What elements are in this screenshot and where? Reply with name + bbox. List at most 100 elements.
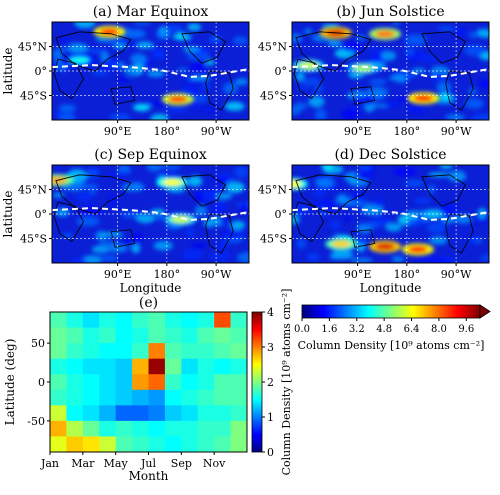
heatmap-cell [66, 436, 84, 453]
texture-blob [146, 70, 165, 78]
texture-blob [360, 222, 383, 228]
heatmap-cell [99, 327, 117, 344]
heatmap-cell [230, 420, 248, 437]
heatmap-cell [99, 374, 117, 391]
heatmap-cell [66, 343, 84, 360]
texture-blob [194, 205, 207, 217]
map-panel-c: (c) Sep Equinox 45°N 0° 45°S 90°E 180° 90°W lat… [1, 147, 250, 295]
texture-blob [91, 70, 109, 77]
heatmap-cell [132, 374, 149, 391]
heatmap-cell [148, 389, 166, 406]
heatmap-cell [164, 389, 182, 406]
heatmap-cell [181, 420, 199, 437]
heatmap-cell [164, 420, 182, 437]
y-axis-label: latitude [1, 48, 15, 95]
map-hotspots [292, 26, 440, 105]
texture-blob [407, 104, 426, 114]
heatmap-cell [82, 358, 100, 375]
x-tick-label: 90°W [201, 125, 232, 138]
texture-blob [352, 173, 377, 179]
texture-blob [438, 203, 459, 215]
heatmap-cell [99, 312, 117, 328]
heatmap-cell [214, 420, 231, 437]
texture-blob [391, 255, 405, 263]
heatmap-cell [82, 343, 100, 360]
texture-blob [177, 68, 187, 73]
heatmap-cell [99, 436, 117, 453]
colorbar-tick-label: 0 [267, 446, 274, 459]
coastline [181, 31, 226, 64]
panel-title: (b) Jun Solstice [336, 4, 444, 20]
heatmap-cell [181, 358, 199, 375]
x-tick-label: 90°W [441, 125, 472, 138]
heatmap-cell [115, 436, 133, 453]
texture-blob [391, 22, 401, 25]
y-tick-label: 45°N [258, 41, 287, 54]
heatmap-cell [132, 420, 149, 437]
texture-blob [429, 236, 448, 245]
texture-blob [348, 105, 362, 112]
x-tick-label: 180° [154, 125, 181, 138]
coastline [53, 201, 84, 242]
texture-blob [99, 241, 121, 246]
heatmap-cell [148, 343, 166, 360]
coastline [205, 70, 234, 111]
texture-blob [473, 217, 488, 223]
texture-blob [230, 220, 246, 230]
heatmap-cell [148, 436, 166, 453]
texture-blob [76, 216, 100, 227]
coastline [181, 174, 226, 207]
texture-blob [314, 109, 327, 120]
heatmap-cell [50, 374, 67, 391]
texture-blob [445, 113, 466, 120]
panel-title: (c) Sep Equinox [94, 147, 207, 163]
texture-blob [88, 188, 97, 195]
y-tick-label: 0 [38, 376, 45, 389]
heatmap-cells [50, 312, 248, 453]
texture-blob [413, 197, 432, 205]
colorbar-tick-label: 3 [267, 341, 274, 354]
x-tick-label: Nov [203, 457, 226, 470]
texture-blob [464, 44, 486, 57]
texture-blob [293, 102, 308, 110]
heatmap-cell [132, 343, 149, 360]
heatmap-cell [66, 327, 84, 344]
colorbar-tick-label: 0.0 [294, 324, 310, 335]
texture-blob [315, 177, 335, 188]
heatmap-cell [181, 405, 199, 422]
texture-blob [350, 190, 363, 203]
heatmap-cell [164, 312, 182, 328]
texture-blob [393, 167, 418, 177]
coastline [293, 201, 324, 242]
texture-blob [208, 35, 223, 44]
heatmap-cell [99, 420, 117, 437]
heatmap-cell [197, 374, 215, 391]
colorbar-tick-label: 1 [267, 411, 274, 424]
colorbar-maps [301, 304, 481, 319]
heatmap-cell [197, 420, 215, 437]
x-tick-label: 90°E [104, 268, 132, 281]
texture-blob [479, 254, 489, 261]
heatmap-cell [197, 358, 215, 375]
hotspot [375, 30, 396, 38]
heatmap-cell [66, 405, 84, 422]
texture-blob [215, 192, 233, 200]
heatmap-cell [82, 389, 100, 406]
texture-blob [124, 69, 138, 75]
texture-blob [426, 184, 436, 194]
panel-title: (e) [139, 295, 158, 311]
heatmap-cell [181, 389, 199, 406]
texture-blob [69, 168, 85, 177]
texture-blob [52, 79, 57, 87]
texture-blob [132, 232, 143, 241]
texture-blob [182, 46, 201, 52]
y-tick-label: 0° [275, 65, 288, 78]
texture-blob [436, 81, 452, 94]
map-panel-a: (a) Mar Equinox 45°N 0° 45°S 90°E 180° 90°W lat… [1, 4, 250, 138]
heatmap-cell [50, 405, 67, 422]
texture-blob [433, 71, 446, 82]
heatmap-cell [164, 358, 182, 375]
texture-blob [218, 239, 229, 252]
hotspot [167, 95, 188, 103]
texture-blob [199, 189, 218, 201]
